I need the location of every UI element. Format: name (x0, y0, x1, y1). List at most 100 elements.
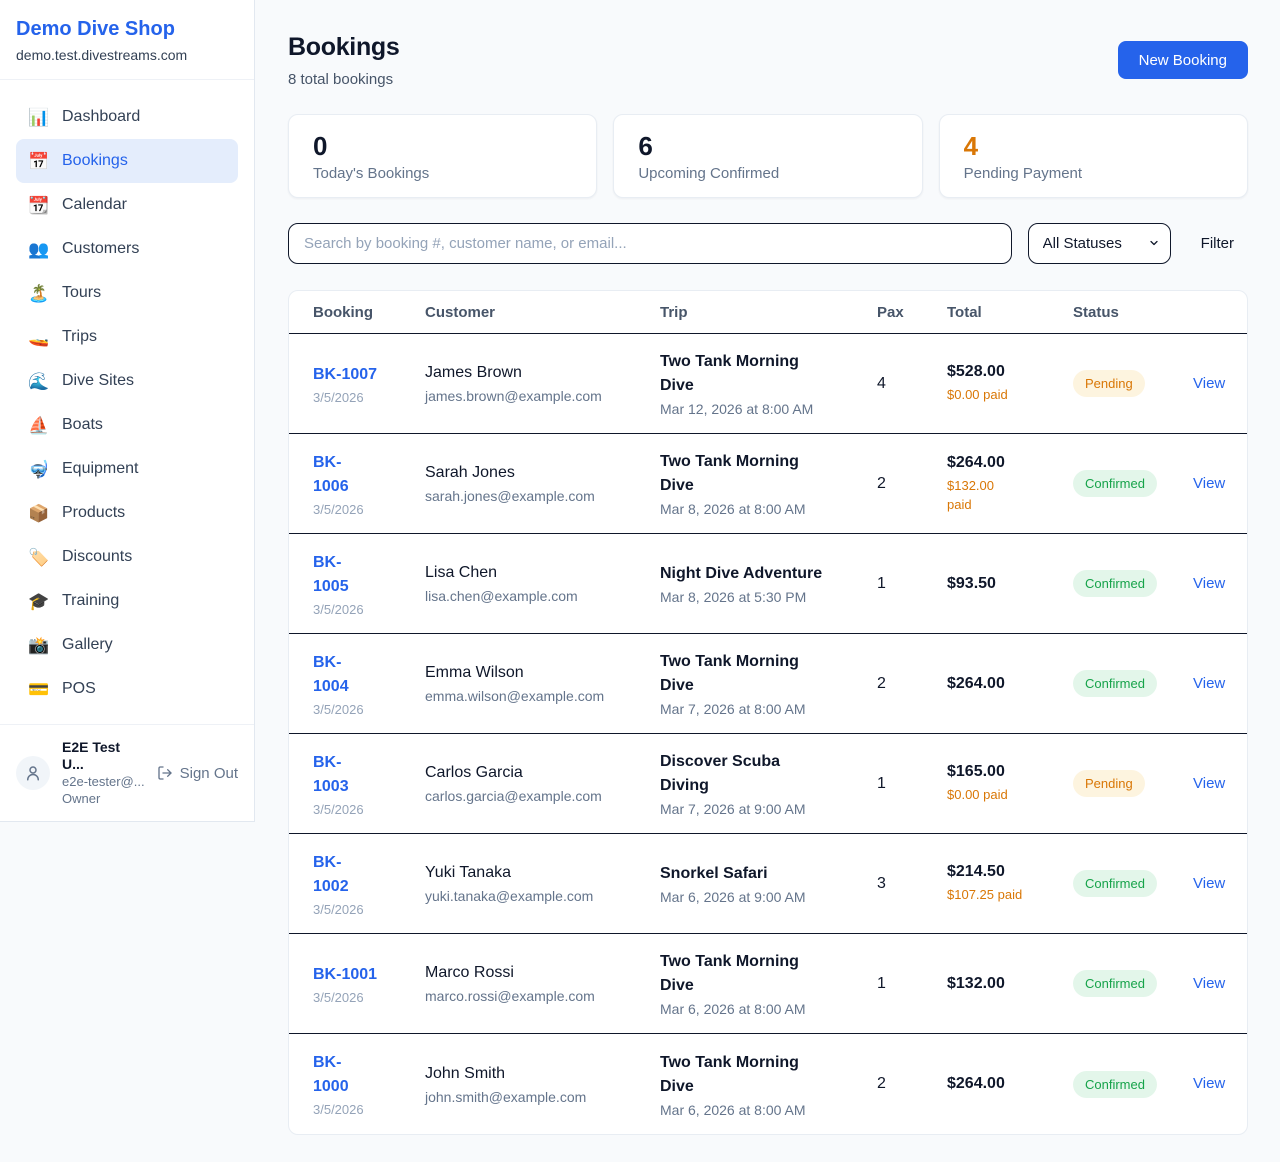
sidebar-item-pos[interactable]: 💳 POS (16, 667, 238, 711)
trip-name: Two Tank Morning Dive (660, 1053, 799, 1095)
paid-amount: $0.00 paid (947, 787, 1008, 802)
booking-id-link[interactable]: BK- 1005 (313, 553, 349, 595)
actions-cell: View (1193, 675, 1225, 693)
view-link[interactable]: View (1193, 574, 1226, 592)
bar-chart-icon: 📊 (28, 107, 50, 127)
filter-controls: All Statuses Filter (288, 223, 1248, 264)
sidebar-item-training[interactable]: 🎓 Training (16, 579, 238, 623)
booking-row-bk-1006: BK- 1006 3/5/2026 Sarah Jones sarah.jone… (289, 434, 1247, 534)
customer-name: John Smith (425, 1064, 506, 1082)
sidebar-item-label: Equipment (62, 460, 139, 477)
trip-time: Mar 6, 2026 at 8:00 AM (660, 1101, 806, 1118)
view-link[interactable]: View (1193, 774, 1226, 792)
customer-name: James Brown (425, 364, 522, 381)
sidebar-item-trips[interactable]: 🚤 Trips (16, 315, 238, 359)
sidebar-item-gallery[interactable]: 📸 Gallery (16, 623, 238, 667)
sign-out-button[interactable]: Sign Out (157, 765, 238, 782)
status-badge: Confirmed (1073, 1070, 1157, 1098)
column-header-pax: Pax (877, 303, 904, 321)
new-booking-button[interactable]: New Booking (1117, 41, 1248, 79)
status-cell: Confirmed (1073, 1070, 1193, 1098)
search-input[interactable] (288, 223, 1012, 264)
booking-row-bk-1001: BK-1001 3/5/2026 Marco Rossi marco.rossi… (289, 934, 1247, 1034)
wave-icon: 🌊 (28, 371, 50, 391)
stat-card-upcoming-confirmed: 6 Upcoming Confirmed (613, 114, 923, 198)
sidebar-item-calendar[interactable]: 📆 Calendar (16, 183, 238, 227)
customer-cell: Carlos Garcia carlos.garcia@example.com (425, 763, 660, 804)
column-header-booking: Booking (313, 303, 373, 321)
shop-name: Demo Dive Shop (16, 18, 175, 40)
status-badge: Pending (1073, 770, 1145, 797)
total-amount: $528.00 (947, 363, 1005, 380)
view-link[interactable]: View (1193, 974, 1226, 992)
trip-time: Mar 8, 2026 at 5:30 PM (660, 589, 807, 605)
sidebar-item-discounts[interactable]: 🏷️ Discounts (16, 535, 238, 579)
graduation-cap-icon: 🎓 (28, 591, 50, 611)
customer-email: lisa.chen@example.com (425, 588, 578, 604)
trip-cell: Two Tank Morning Dive Mar 7, 2026 at 8:0… (660, 650, 877, 717)
main-content: Bookings 8 total bookings New Booking 0 … (288, 33, 1248, 1135)
view-link[interactable]: View (1193, 374, 1226, 392)
view-link[interactable]: View (1193, 1075, 1226, 1092)
view-link[interactable]: View (1193, 674, 1226, 692)
person-icon (27, 766, 39, 781)
page-subtitle: 8 total bookings (288, 71, 394, 88)
sidebar-nav: 📊 Dashboard 📅 Bookings 📆 Calendar 👥 Cust… (0, 80, 254, 719)
booking-id-link[interactable]: BK-1001 (313, 965, 378, 983)
actions-cell: View (1193, 875, 1225, 893)
sidebar-item-dive-sites[interactable]: 🌊 Dive Sites (16, 359, 238, 403)
status-cell: Confirmed (1073, 870, 1193, 897)
status-select[interactable]: All Statuses (1027, 223, 1171, 264)
sidebar-item-products[interactable]: 📦 Products (16, 491, 238, 535)
total-amount: $264.00 (947, 674, 1005, 692)
sidebar-item-bookings[interactable]: 📅 Bookings (16, 139, 238, 183)
booking-cell: BK- 1006 3/5/2026 (313, 451, 425, 517)
column-header-total: Total (947, 303, 982, 321)
booking-date: 3/5/2026 (313, 701, 364, 717)
logout-icon (157, 766, 172, 780)
customer-cell: Yuki Tanaka yuki.tanaka@example.com (425, 863, 660, 904)
booking-id-link[interactable]: BK- 1004 (313, 653, 349, 695)
pax-count: 2 (877, 674, 886, 692)
filter-button[interactable]: Filter (1187, 235, 1248, 252)
trip-time: Mar 7, 2026 at 9:00 AM (660, 801, 806, 817)
view-link[interactable]: View (1193, 874, 1226, 892)
customer-name: Lisa Chen (425, 564, 498, 581)
trip-name: Two Tank Morning Dive (660, 453, 799, 494)
calendar-icon: 📅 (28, 151, 50, 171)
trip-cell: Snorkel Safari Mar 6, 2026 at 9:00 AM (660, 862, 877, 905)
customer-email: john.smith@example.com (425, 1088, 587, 1105)
booking-id-link[interactable]: BK- 1003 (313, 753, 349, 795)
page-title: Bookings (288, 33, 400, 61)
stat-label: Upcoming Confirmed (638, 165, 780, 182)
status-cell: Confirmed (1073, 470, 1193, 497)
sidebar-item-tours[interactable]: 🏝️ Tours (16, 271, 238, 315)
booking-id-link[interactable]: BK- 1000 (313, 1054, 349, 1095)
customer-cell: Emma Wilson emma.wilson@example.com (425, 663, 660, 704)
total-amount: $264.00 (947, 453, 1005, 471)
sidebar-item-label: Trips (62, 328, 97, 345)
sidebar-item-label: Products (62, 504, 126, 521)
sidebar-item-dashboard[interactable]: 📊 Dashboard (16, 95, 238, 139)
package-icon: 📦 (28, 503, 50, 523)
trip-cell: Two Tank Morning Dive Mar 8, 2026 at 8:0… (660, 450, 877, 517)
trip-cell: Two Tank Morning Dive Mar 6, 2026 at 8:0… (660, 1051, 877, 1118)
user-email: e2e-tester@... (62, 774, 145, 789)
island-icon: 🏝️ (28, 283, 50, 303)
bookings-table: Booking Customer Trip Pax Total Status B… (288, 290, 1248, 1135)
customer-name: Carlos Garcia (425, 764, 523, 781)
booking-id-link[interactable]: BK-1007 (313, 365, 378, 383)
actions-cell: View (1193, 475, 1225, 493)
sidebar-item-customers[interactable]: 👥 Customers (16, 227, 238, 271)
sidebar-item-equipment[interactable]: 🤿 Equipment (16, 447, 238, 491)
sidebar-item-boats[interactable]: ⛵ Boats (16, 403, 238, 447)
sidebar-item-label: Bookings (62, 152, 128, 169)
customer-email: emma.wilson@example.com (425, 688, 605, 704)
booking-id-link[interactable]: BK- 1006 (313, 453, 349, 495)
customer-email: james.brown@example.com (425, 388, 602, 404)
booking-row-bk-1002: BK- 1002 3/5/2026 Yuki Tanaka yuki.tanak… (289, 834, 1247, 934)
booking-id-link[interactable]: BK- 1002 (313, 853, 349, 895)
trip-name: Two Tank Morning Dive (660, 653, 799, 694)
view-link[interactable]: View (1193, 474, 1226, 492)
camera-icon: 📸 (28, 635, 50, 655)
